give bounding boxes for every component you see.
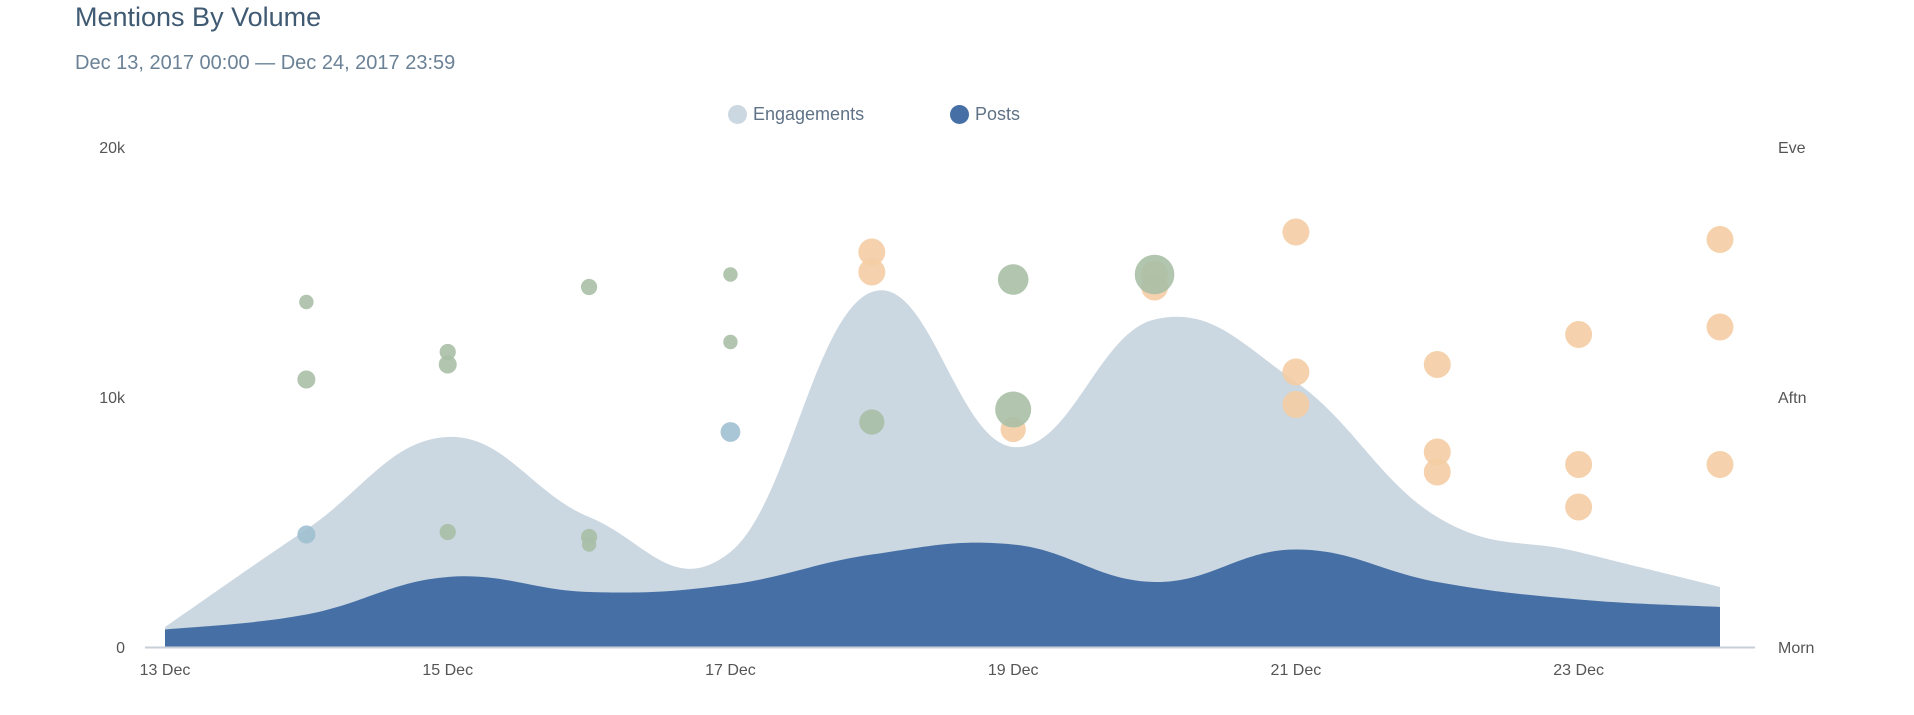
y-right-label: Morn (1778, 640, 1814, 657)
bubble-positive (859, 409, 885, 435)
bubble-negative (1565, 451, 1593, 478)
y-right-label: Aftn (1778, 390, 1806, 407)
legend-item-engagements[interactable]: Engagements (728, 104, 864, 125)
y-right-label: Eve (1778, 140, 1806, 157)
bubble-positive (438, 355, 457, 374)
x-tick-label: 17 Dec (705, 662, 756, 679)
bubble-negative (1282, 218, 1310, 246)
bubble-negative (1423, 351, 1451, 378)
y-tick-label: 0 (116, 640, 125, 657)
bubble-negative (1706, 451, 1734, 478)
bubble-neutral (720, 422, 741, 442)
bubble-negative (858, 258, 886, 286)
y-tick-label: 20k (99, 140, 126, 157)
x-tick-label: 13 Dec (140, 662, 191, 679)
area-posts (165, 542, 1720, 647)
legend-item-posts[interactable]: Posts (950, 104, 1020, 125)
legend: Engagements Posts (0, 104, 1914, 130)
date-range: Dec 13, 2017 00:00 — Dec 24, 2017 23:59 (75, 52, 456, 74)
bubble-negative (1282, 358, 1310, 386)
bubble-positive (723, 334, 738, 350)
x-tick-label: 15 Dec (422, 662, 473, 679)
bubble-positive (723, 267, 738, 282)
bubble-positive (1134, 254, 1175, 295)
y-tick-label: 10k (99, 390, 126, 407)
legend-label-posts: Posts (975, 104, 1021, 124)
bubble-negative (858, 238, 886, 266)
bubble-positive (580, 278, 598, 296)
chart-title: Mentions By Volume (75, 2, 322, 32)
bubble-negative (1423, 438, 1451, 466)
bubble-negative (1565, 321, 1593, 348)
bubble-positive (297, 370, 316, 389)
bubble-positive (995, 391, 1032, 428)
bubble-positive (580, 528, 598, 546)
bubble-negative (1282, 391, 1310, 418)
legend-label-engagements: Engagements (753, 104, 865, 124)
x-tick-label: 21 Dec (1271, 662, 1322, 679)
bubble-neutral (297, 525, 316, 544)
legend-swatch-engagements (728, 105, 747, 124)
bubble-negative (1423, 458, 1451, 486)
bubble-positive (299, 294, 314, 310)
bubble-positive (439, 343, 456, 361)
bubble-positive (997, 264, 1029, 295)
bubble-negative (1706, 313, 1734, 341)
x-tick-label: 19 Dec (988, 662, 1039, 679)
bubble-negative (1706, 226, 1734, 253)
x-tick-label: 23 Dec (1553, 662, 1604, 679)
bubble-negative (1565, 493, 1593, 521)
legend-swatch-posts (950, 105, 969, 124)
bubble-positive (439, 523, 456, 541)
